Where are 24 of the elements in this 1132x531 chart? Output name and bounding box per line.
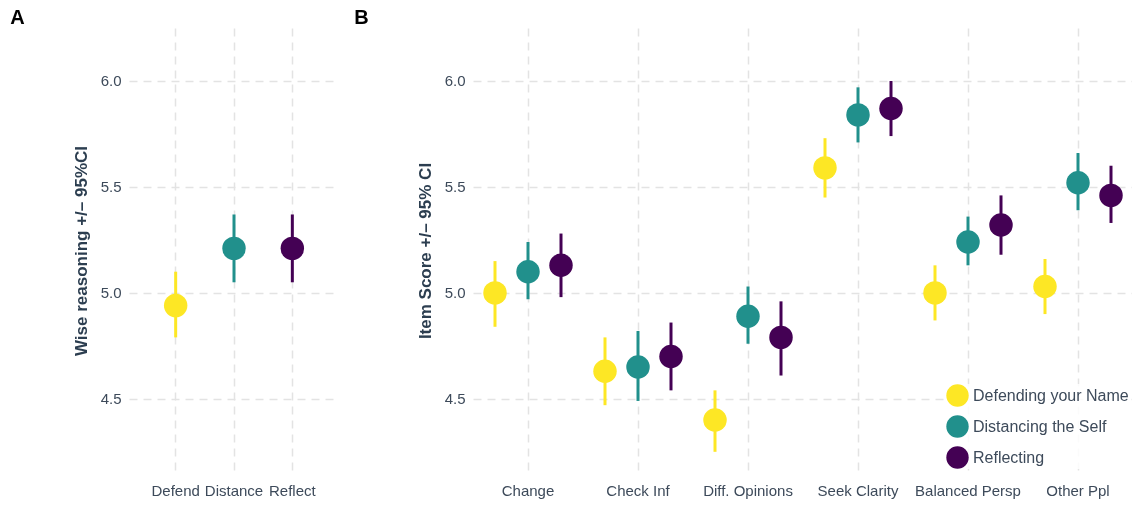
chart-title: A [10, 6, 25, 28]
x-tick-label: Diff. Opinions [703, 481, 793, 499]
x-tick-label: Reflect [268, 481, 317, 499]
y-tick-label: 5.5 [444, 178, 466, 196]
x-tick-label: Seek Clarity [817, 481, 899, 499]
y-tick-label: 5.0 [444, 284, 466, 302]
x-tick-label: Defend [151, 481, 200, 499]
y-axis-title: Wise reasoning +/– 95%CI [71, 145, 91, 357]
legend-label: Defending your Name [973, 386, 1129, 404]
legend-label: Reflecting [973, 448, 1045, 466]
x-tick-label: Balanced Persp [915, 481, 1021, 499]
y-tick-label: 4.5 [100, 390, 122, 408]
y-tick-label: 5.5 [100, 178, 122, 196]
y-tick-label: 5.0 [100, 284, 122, 302]
chart-title: B [354, 6, 369, 28]
y-tick-label: 6.0 [444, 72, 466, 90]
x-tick-label: Distance [204, 481, 264, 499]
x-tick-label: Check Inf [606, 481, 671, 499]
x-tick-label: Change [501, 481, 555, 499]
y-tick-label: 4.5 [444, 390, 466, 408]
x-tick-label: Other Ppl [1046, 481, 1110, 499]
y-tick-label: 6.0 [100, 72, 122, 90]
y-axis-title: Item Score +/– 95% CI [415, 162, 435, 340]
legend-label: Distancing the Self [973, 417, 1107, 435]
